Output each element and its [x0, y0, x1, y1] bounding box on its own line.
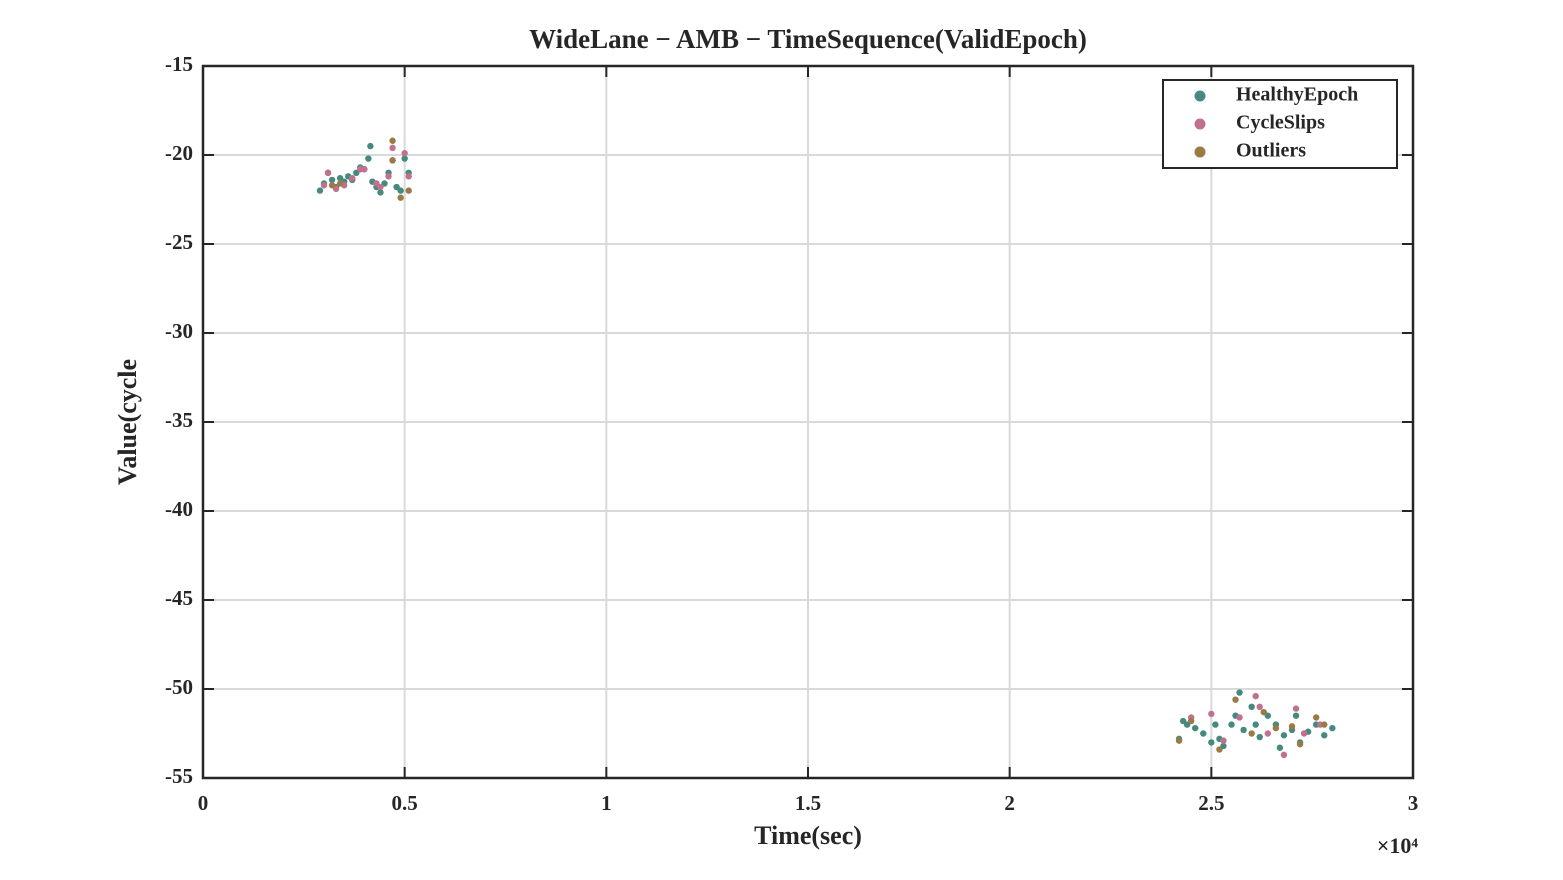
data-point [1236, 689, 1243, 696]
x-axis-label: Time(sec) [754, 821, 862, 850]
data-point [389, 137, 396, 144]
data-point [1296, 740, 1304, 748]
chart-title: WideLane − AMB − TimeSequence(ValidEpoch… [529, 24, 1087, 54]
data-point [1175, 737, 1183, 744]
data-point [1256, 703, 1263, 710]
plot-frame [201, 64, 1415, 780]
data-point [1321, 721, 1328, 728]
data-point [397, 187, 404, 194]
legend-marker [1194, 146, 1206, 158]
data-point [1248, 703, 1255, 710]
data-point [1200, 730, 1207, 737]
data-point [1280, 751, 1288, 759]
data-point [1248, 730, 1255, 737]
data-point [1288, 723, 1296, 730]
data-point [1252, 692, 1259, 700]
data-point [1208, 710, 1215, 718]
x-tick-label: 0 [198, 791, 209, 815]
y-tick-label: -50 [165, 675, 193, 699]
data-point [1208, 739, 1215, 746]
legend-marker [1194, 118, 1206, 130]
data-point [1232, 696, 1239, 703]
data-point [1280, 732, 1288, 739]
data-point [1276, 744, 1284, 751]
data-point [405, 173, 412, 180]
x-tick-label: 0.5 [392, 791, 418, 815]
data-point [1321, 732, 1328, 739]
data-point [385, 173, 392, 180]
data-point [1187, 717, 1195, 725]
data-point [1220, 737, 1227, 744]
data-point [377, 189, 384, 196]
x-tick-label: 2.5 [1198, 791, 1224, 815]
data-point [1228, 721, 1235, 728]
y-tick-label: -45 [165, 586, 193, 610]
data-point [1292, 712, 1300, 719]
legend-label: HealthyEpoch [1236, 84, 1358, 106]
data-point [1300, 730, 1308, 737]
data-point [361, 166, 368, 173]
y-tick-label: -35 [165, 408, 193, 432]
legend-label: CycleSlips [1236, 112, 1325, 134]
data-point [1260, 708, 1267, 716]
data-point [1256, 733, 1263, 741]
y-tick-label: -55 [165, 764, 193, 788]
data-point [316, 187, 324, 194]
y-axis-label: Value(cycle [113, 359, 142, 485]
data-point [1212, 721, 1219, 728]
data-point [397, 194, 404, 201]
data-point [1272, 724, 1280, 732]
data-point [1236, 714, 1243, 721]
x-multiplier: ×10⁴ [1377, 833, 1419, 858]
x-tick-label: 2 [1004, 791, 1015, 815]
y-tick-label: -20 [165, 141, 193, 165]
data-point [405, 187, 412, 194]
data-point [328, 182, 336, 189]
data-point [389, 144, 396, 152]
data-point [377, 183, 384, 191]
y-tick-label: -40 [165, 497, 193, 521]
data-point [1252, 721, 1259, 728]
data-point [324, 169, 332, 176]
data-point [1264, 730, 1272, 737]
data-point [349, 174, 356, 182]
data-point [1313, 714, 1320, 721]
legend-label: Outliers [1236, 140, 1306, 162]
x-tick-label: 1 [601, 791, 612, 815]
x-tick-label: 1.5 [795, 791, 821, 815]
data-point [389, 157, 396, 164]
data-point [401, 150, 408, 157]
data-point [336, 180, 344, 187]
data-point [1240, 726, 1247, 734]
legend-marker [1194, 90, 1206, 102]
y-tick-label: -25 [165, 230, 193, 254]
data-point [328, 176, 336, 184]
data-point [1216, 746, 1223, 753]
data-point [1292, 705, 1300, 712]
y-tick-label: -30 [165, 319, 193, 343]
x-tick-label: 3 [1408, 791, 1419, 815]
y-tick-label: -15 [165, 52, 193, 76]
data-point [1192, 724, 1199, 732]
data-point [1329, 724, 1336, 732]
data-point [367, 142, 374, 150]
data-point [320, 182, 328, 189]
data-point [365, 155, 372, 162]
data-point [401, 155, 408, 162]
